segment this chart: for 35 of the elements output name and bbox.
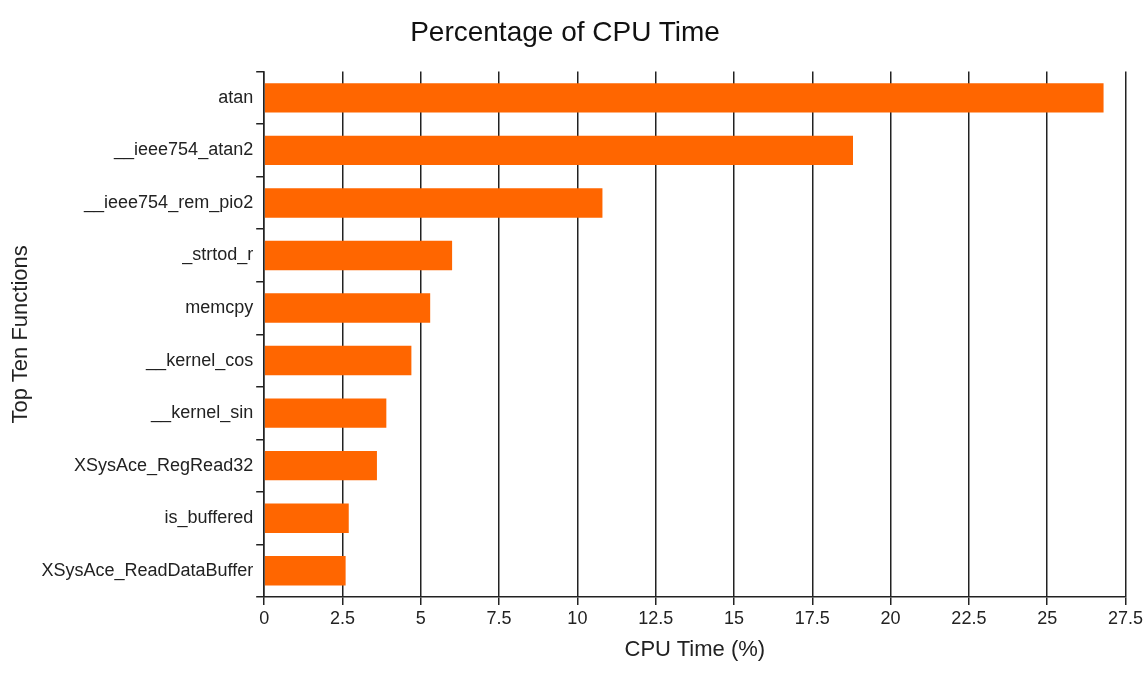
bar (264, 450, 377, 481)
bar (264, 398, 387, 428)
y-tick-label: __ieee754_rem_pio2 (83, 191, 254, 213)
chart-title: Percentage of CPU Time (410, 15, 720, 47)
y-tick-label: __ieee754_atan2 (113, 139, 254, 161)
x-tick-label: 17.5 (794, 607, 830, 628)
y-axis-title: Top Ten Functions (7, 245, 33, 424)
bar (264, 135, 853, 166)
bar (264, 556, 346, 586)
x-tick-label: 0 (259, 607, 270, 628)
x-tick-label: 7.5 (486, 607, 512, 628)
bar (264, 240, 453, 271)
y-tick-label: XSysAce_ReadDataBuffer (41, 559, 254, 581)
y-tick-label: __kernel_sin (150, 402, 254, 424)
y-tick-label: memcpy (185, 297, 254, 317)
bar (264, 345, 412, 376)
x-axis-title: CPU Time (%) (624, 635, 766, 661)
bar (264, 83, 1104, 113)
x-tick-label: 27.5 (1107, 607, 1144, 628)
x-tick-label: 20 (880, 607, 901, 628)
y-tick-label: _strtod_r (181, 244, 254, 266)
x-tick-label: 5 (415, 607, 426, 628)
x-tick-label: 2.5 (329, 607, 356, 628)
y-tick-label: XSysAce_RegRead32 (74, 454, 254, 476)
x-tick-label: 15 (723, 607, 744, 628)
x-tick-label: 10 (567, 607, 588, 628)
bar (264, 293, 431, 323)
y-tick-label: is_buffered (164, 507, 254, 529)
y-tick-label: __kernel_cos (145, 349, 254, 371)
bar (264, 188, 603, 218)
x-tick-label: 12.5 (638, 607, 674, 628)
x-tick-label: 25 (1037, 607, 1058, 628)
y-tick-label: atan (218, 86, 254, 107)
x-tick-label: 22.5 (951, 607, 987, 628)
bar (264, 503, 349, 533)
